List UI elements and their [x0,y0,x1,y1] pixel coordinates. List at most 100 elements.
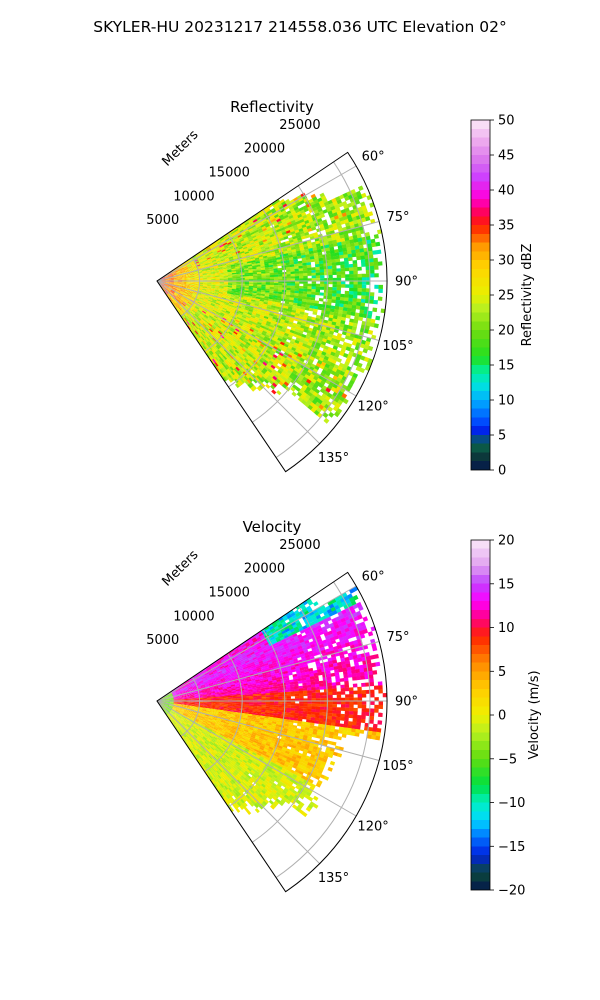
radar-cell [221,299,226,302]
radar-cell [201,346,206,351]
radar-cell [214,254,220,258]
radar-cell [275,371,281,377]
radar-cell [265,284,270,287]
radar-cell [231,232,237,236]
radar-cell [342,341,349,347]
radar-cell [210,292,215,295]
radar-cell [229,321,234,326]
radar-cell [230,296,235,299]
radar-cell [162,287,166,291]
radar-cell [166,289,170,293]
radar-cell [271,255,277,259]
radar-cell [241,305,246,308]
radar-cell [331,334,338,340]
radar-cell [177,295,181,299]
radar-cell [265,271,270,274]
radar-cell [328,281,333,285]
radar-cell [236,286,241,289]
radar-cell [331,299,336,304]
radar-cell [235,270,241,273]
radar-cell [255,343,260,348]
radar-cell [261,273,266,276]
radar-cell [176,308,180,312]
radar-cell [299,209,306,214]
radar-cell [251,263,257,266]
radar-cell [160,282,165,285]
radar-cell [231,306,237,310]
reflectivity-sector-frame [156,151,388,473]
radar-cell [313,348,319,353]
radar-cell [243,220,249,225]
radar-cell [226,651,231,656]
radar-cell [222,267,228,270]
radar-cell [295,372,301,378]
radar-cell [246,325,252,329]
radar-cell [165,279,170,281]
radar-cell [274,276,279,280]
radar-cell [223,655,229,659]
radar-cell [233,313,238,317]
radar-cell [290,278,296,282]
radar-cell [347,257,353,262]
radar-cell [211,319,216,323]
radar-cell [213,294,219,297]
radar-cell [326,392,333,399]
radar-cell [169,292,173,296]
radar-cell [354,312,360,317]
radar-cell [281,231,287,236]
radar-cell [310,297,316,301]
radar-cell [232,304,238,307]
radar-cell [254,364,260,369]
radar-cell [257,238,263,243]
radar-cell [359,343,366,349]
radar-cell [169,281,174,283]
radar-cell [298,389,305,395]
radar-cell [280,207,286,213]
radar-cell [248,274,254,277]
radar-cell [278,616,284,622]
radar-cell [348,267,354,272]
radar-cell [245,356,251,361]
radar-cell [215,276,220,278]
radar-cell [217,261,222,264]
radar-cell [357,281,363,285]
radar-cell [253,318,259,322]
radar-cell [367,329,374,335]
radar-cell [199,307,204,311]
radar-cell [293,261,299,265]
radar-cell [253,366,259,371]
radar-cell [265,246,270,250]
radar-cell [226,264,231,267]
radar-cell [214,335,219,340]
radar-cell [213,315,219,319]
radar-cell [222,293,227,296]
radar-cell [248,269,253,272]
radar-cell [208,323,213,327]
radar-cell [351,192,358,198]
radar-cell [172,272,177,275]
radar-cell [250,231,255,236]
radar-cell [219,255,224,259]
radar-cell [200,313,205,317]
radar-cell [360,302,366,307]
radar-cell [260,265,266,269]
radar-cell [161,281,166,282]
radar-cell [234,297,239,300]
radar-cell [323,266,329,270]
radar-cell [291,347,297,352]
radar-cell [327,237,333,242]
radar-cell [201,266,206,269]
radar-cell [296,253,302,257]
radar-cell [164,276,170,279]
radar-cell [339,220,346,225]
radar-cell [369,258,374,263]
radar-cell [188,268,193,271]
radar-cell [261,275,266,278]
radar-cell [238,297,244,300]
radar-cell [278,285,283,288]
radar-cell [318,254,323,259]
radar-cell [267,203,273,209]
radar-cell [279,618,285,624]
radar-cell [207,277,212,279]
radar-cell [222,350,227,355]
